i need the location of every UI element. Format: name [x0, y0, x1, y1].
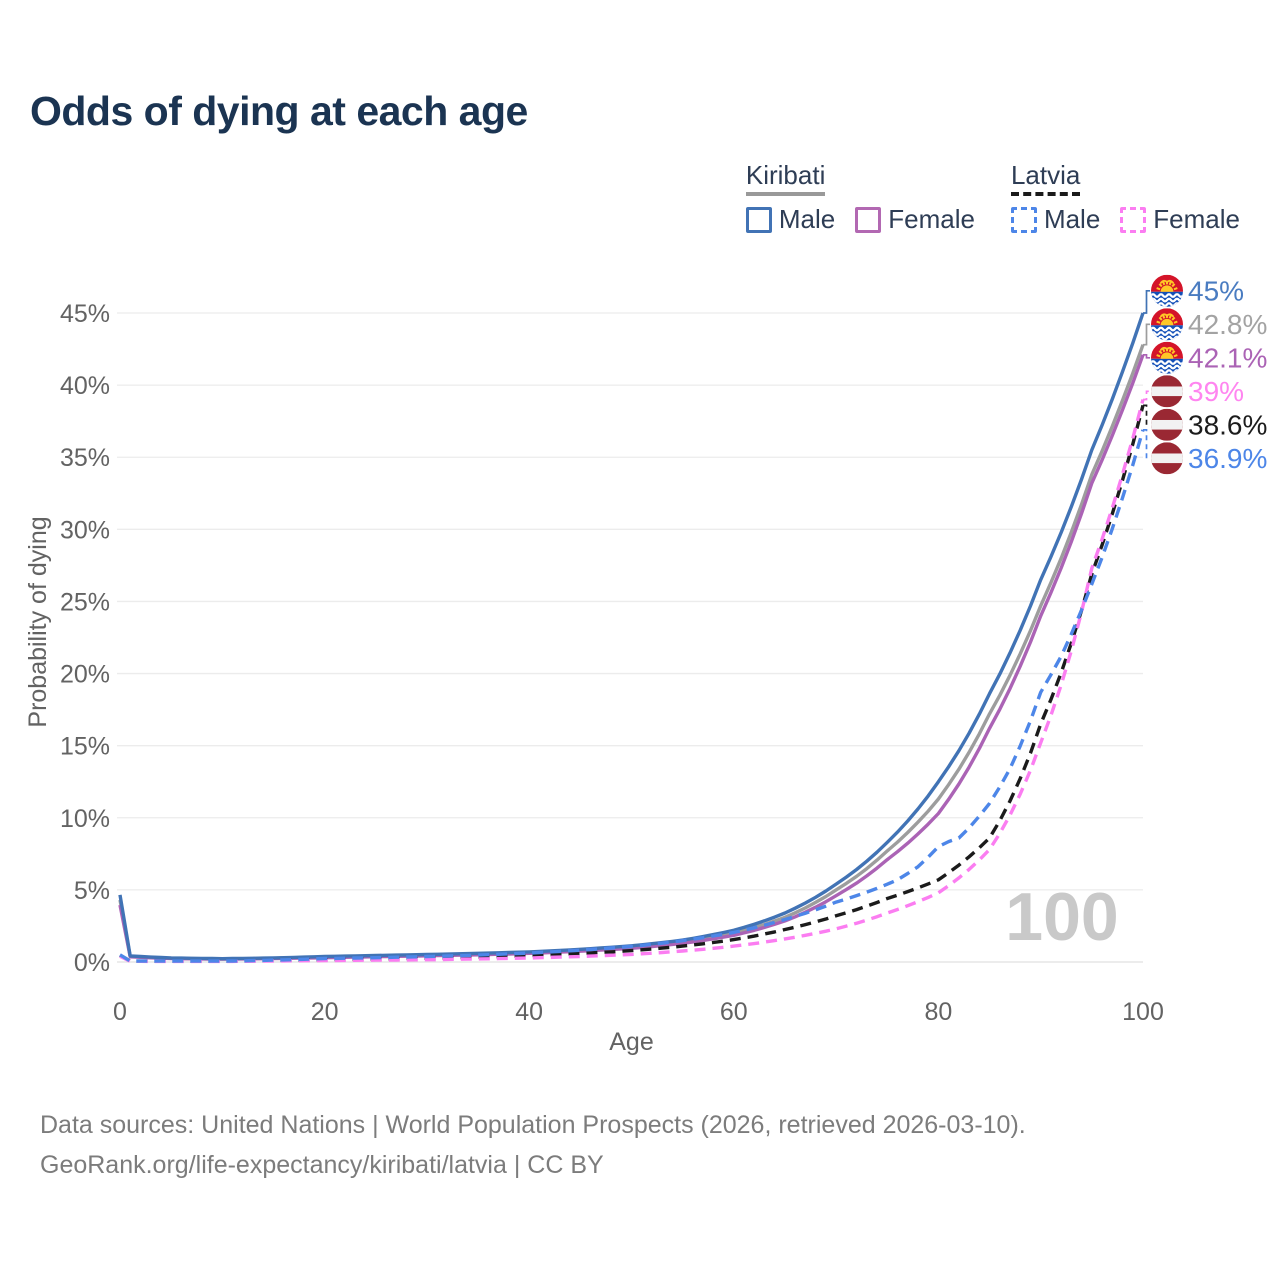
latvia-female-swatch-icon — [1120, 206, 1147, 233]
end-connector — [1143, 289, 1150, 314]
y-tick-20: 20% — [60, 661, 110, 689]
legend-item-kiribati-male[interactable]: Male — [745, 204, 836, 235]
end-label-latvia-male: 36.9% — [1188, 443, 1267, 474]
kiribati-female-swatch-icon — [855, 206, 882, 233]
series-line-latvia-female[interactable] — [119, 399, 1145, 964]
legend-group-kiribati: Kiribati Male Female — [745, 160, 975, 235]
end-connector — [1143, 390, 1150, 401]
kiribati-flag-icon — [1151, 274, 1183, 307]
legend-item-kiribati-female[interactable]: Female — [855, 204, 975, 235]
end-connector — [1143, 428, 1150, 460]
legend: Kiribati Male Female Latvia Male Female — [745, 160, 1240, 235]
end-connector — [1143, 323, 1150, 346]
y-tick-45: 45% — [60, 300, 110, 328]
legend-label: Female — [1153, 204, 1240, 234]
legend-label: Female — [888, 204, 975, 234]
y-tick-0: 0% — [74, 949, 110, 977]
series-line-latvia-male[interactable] — [119, 429, 1145, 963]
x-tick-60: 60 — [720, 998, 748, 1026]
end-label-latvia-both-sexes: 38.6% — [1188, 409, 1267, 440]
legend-title-latvia: Latvia — [1010, 160, 1081, 196]
end-label-latvia-female: 39% — [1188, 376, 1244, 407]
footer-attribution: GeoRank.org/life-expectancy/kiribati/lat… — [40, 1151, 604, 1179]
footer-data-sources: Data sources: United Nations | World Pop… — [40, 1111, 1026, 1139]
x-tick-0: 0 — [113, 998, 127, 1026]
x-tick-40: 40 — [515, 998, 543, 1026]
latvia-flag-icon — [1151, 408, 1183, 441]
age-watermark: 100 — [1005, 879, 1118, 955]
end-connector — [1143, 353, 1150, 359]
y-tick-30: 30% — [60, 516, 110, 544]
series-line-latvia-both-sexes[interactable] — [119, 404, 1145, 963]
legend-label: Male — [778, 204, 836, 234]
end-label-kiribati-male: 45% — [1188, 275, 1244, 306]
end-connector — [1143, 404, 1150, 426]
y-tick-25: 25% — [60, 588, 110, 616]
latvia-male-swatch-icon — [1010, 206, 1037, 233]
x-tick-20: 20 — [311, 998, 339, 1026]
y-axis-title: Probability of dying — [24, 516, 52, 727]
end-label-kiribati-female: 42.1% — [1188, 342, 1267, 373]
y-tick-40: 40% — [60, 372, 110, 400]
legend-item-latvia-female[interactable]: Female — [1120, 204, 1240, 235]
series-line-kiribati-female[interactable] — [118, 354, 1145, 961]
y-tick-35: 35% — [60, 444, 110, 472]
legend-label: Male — [1043, 204, 1101, 234]
x-tick-100: 100 — [1122, 998, 1164, 1026]
latvia-flag-icon — [1151, 375, 1183, 408]
footer: Data sources: United Nations | World Pop… — [40, 1105, 1026, 1185]
kiribati-flag-icon — [1151, 308, 1183, 341]
series-line-kiribati-both-sexes[interactable] — [118, 344, 1145, 961]
legend-item-latvia-male[interactable]: Male — [1010, 204, 1101, 235]
y-tick-5: 5% — [74, 877, 110, 905]
kiribati-flag-icon — [1151, 341, 1183, 374]
x-axis-title: Age — [609, 1028, 653, 1056]
series-line-kiribati-male[interactable] — [118, 312, 1145, 961]
latvia-flag-icon — [1151, 442, 1183, 475]
legend-title-kiribati: Kiribati — [745, 160, 826, 196]
legend-group-latvia: Latvia Male Female — [1010, 160, 1240, 235]
x-tick-80: 80 — [924, 998, 952, 1026]
y-tick-10: 10% — [60, 805, 110, 833]
end-label-kiribati-both-sexes: 42.8% — [1188, 309, 1267, 340]
y-tick-15: 15% — [60, 733, 110, 761]
page-title: Odds of dying at each age — [30, 88, 528, 134]
kiribati-male-swatch-icon — [745, 206, 772, 233]
